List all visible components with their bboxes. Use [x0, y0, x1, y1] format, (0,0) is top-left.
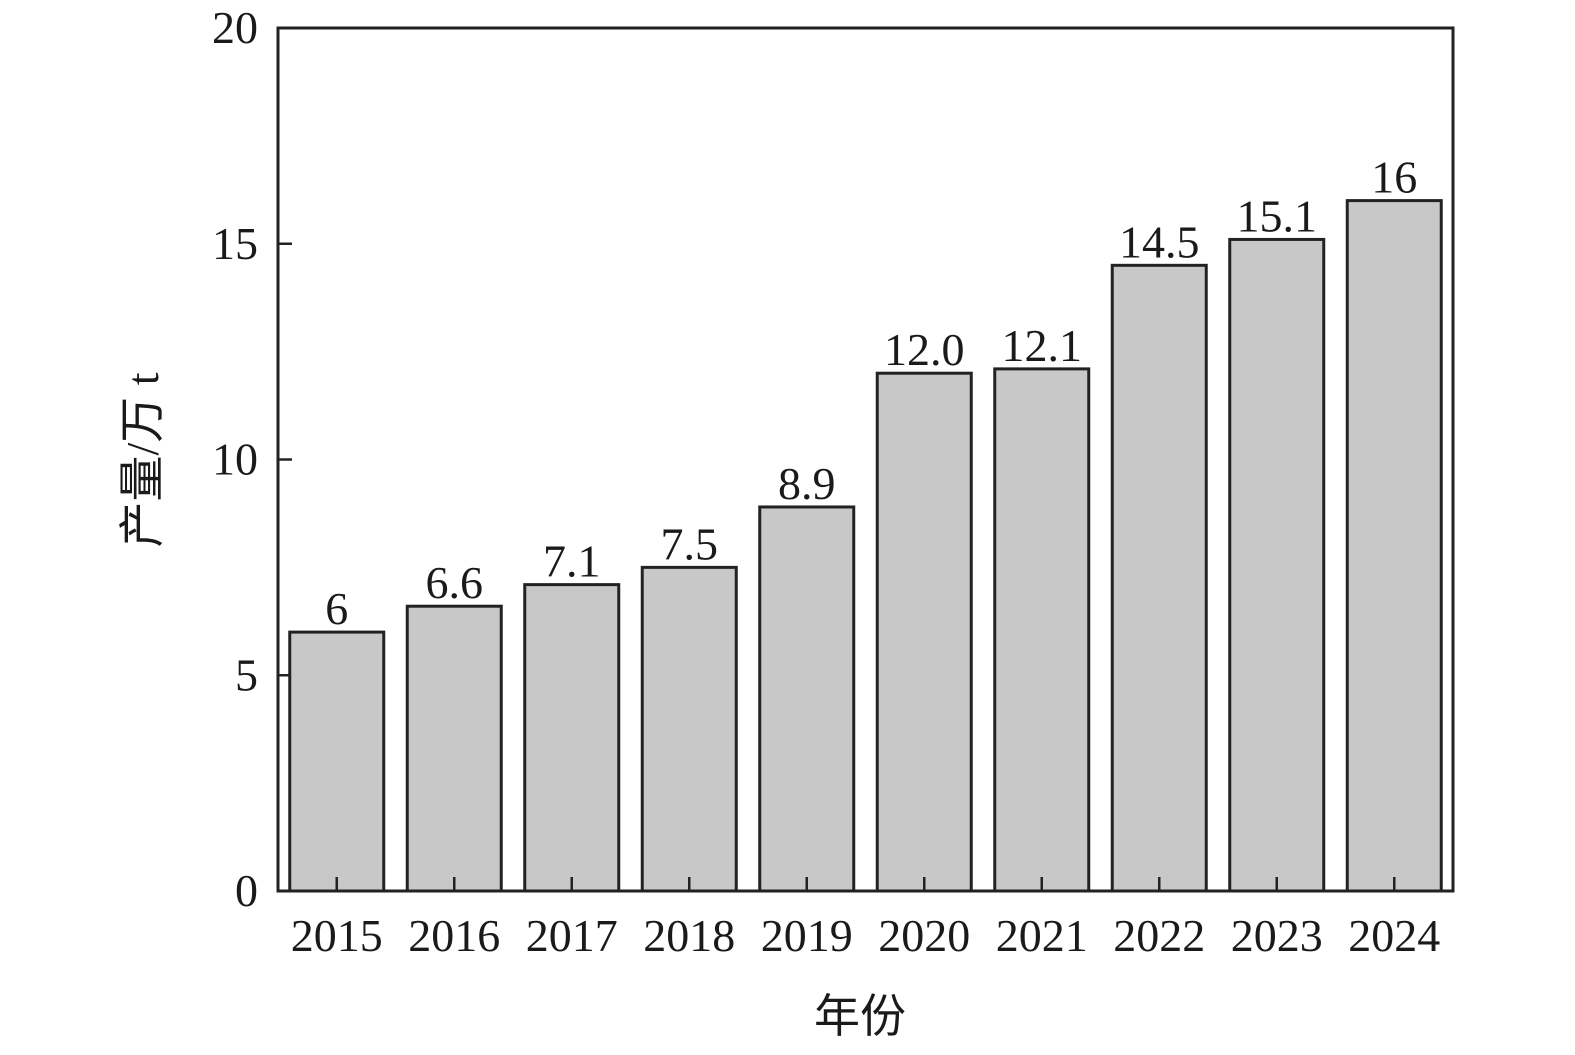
x-tick-label: 2021 — [996, 910, 1088, 961]
bar — [758, 505, 856, 893]
x-tick-label: 2015 — [291, 910, 383, 961]
bar — [875, 371, 973, 893]
x-axis-label: 年份 — [814, 991, 906, 1042]
bar — [1228, 237, 1326, 893]
value-label: 7.5 — [661, 518, 719, 569]
x-tick-label: 2023 — [1231, 910, 1323, 961]
y-tick-label: 0 — [235, 865, 258, 916]
y-tick-label: 5 — [235, 649, 258, 700]
value-label: 16 — [1371, 152, 1417, 203]
x-tick-label: 2016 — [408, 910, 500, 961]
y-tick-label: 15 — [212, 218, 258, 269]
y-tick-label: 10 — [212, 434, 258, 485]
plot-frame — [276, 26, 1455, 893]
value-label: 12.1 — [1002, 320, 1083, 371]
value-label: 8.9 — [778, 458, 836, 509]
bar — [523, 583, 621, 893]
bar — [288, 630, 386, 893]
bar — [405, 604, 503, 893]
x-tick-label: 2024 — [1348, 910, 1440, 961]
value-label: 15.1 — [1237, 190, 1318, 241]
value-label: 12.0 — [884, 324, 965, 375]
x-tick-label: 2017 — [526, 910, 618, 961]
x-tick-label: 2018 — [643, 910, 735, 961]
bar — [1110, 263, 1208, 893]
value-label: 6 — [325, 583, 348, 634]
bar — [1345, 199, 1443, 893]
x-tick-label: 2022 — [1113, 910, 1205, 961]
x-tick-label: 2020 — [878, 910, 970, 961]
y-tick-label: 20 — [212, 2, 258, 53]
bar — [640, 565, 738, 893]
bar — [993, 367, 1091, 893]
y-axis-label: 产量/万 t — [117, 372, 168, 547]
value-label: 14.5 — [1119, 216, 1200, 267]
x-tick-label: 2019 — [761, 910, 853, 961]
value-label: 6.6 — [426, 557, 484, 608]
value-label: 7.1 — [543, 536, 601, 587]
